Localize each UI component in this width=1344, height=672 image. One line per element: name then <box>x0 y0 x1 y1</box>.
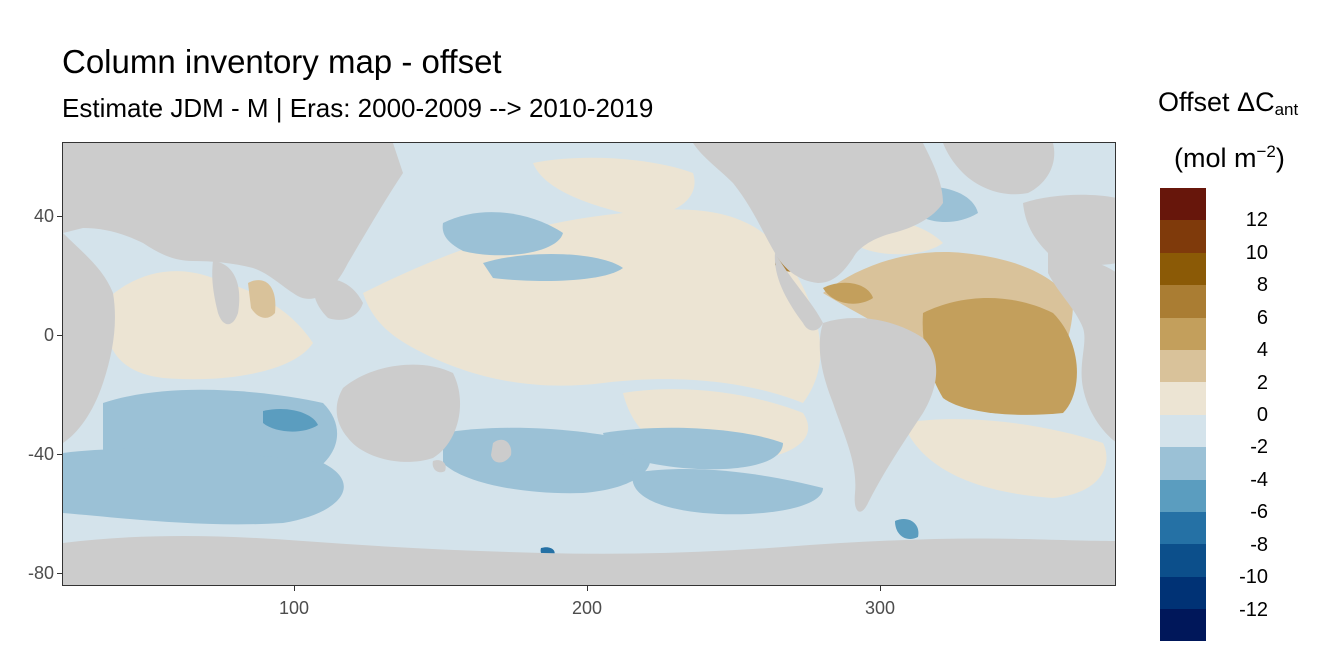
map-panel <box>62 142 1116 586</box>
region-weddell-blue <box>895 518 919 540</box>
legend-tick-label: -2 <box>1250 436 1268 459</box>
legend-tick-label: 0 <box>1256 404 1268 426</box>
map-title: Column inventory map - offset <box>62 43 502 80</box>
legend-tick-label: -10 <box>1239 566 1268 589</box>
land-central-america <box>774 253 823 331</box>
land-antarctica <box>63 536 1115 585</box>
legend-bin <box>1160 349 1206 383</box>
region-southern-belt-center2 <box>603 427 783 470</box>
region-south-atlantic-beige <box>903 419 1107 498</box>
land-southeast-asia <box>313 279 363 320</box>
legend-tick-label: -4 <box>1250 468 1268 491</box>
legend-bin <box>1160 188 1206 221</box>
legend-bin <box>1160 447 1206 480</box>
legend-bin <box>1160 544 1206 577</box>
y-tick-label: -80 <box>27 563 54 583</box>
land-north-america <box>693 143 943 283</box>
x-tick-mark <box>880 586 881 591</box>
land-eurasia <box>63 143 403 299</box>
region-pacific-north-beige <box>533 157 695 216</box>
legend-colorbar <box>1160 188 1206 642</box>
land-greenland <box>943 143 1055 195</box>
x-tick-label: 200 <box>571 598 603 618</box>
y-tick-mark <box>57 335 62 336</box>
region-southern-belt-east <box>632 468 823 515</box>
land-australia <box>336 364 461 462</box>
map-subtitle: Estimate JDM - M | Eras: 2000-2009 --> 2… <box>62 93 654 123</box>
x-tick-label: 100 <box>278 598 310 618</box>
legend-tick-label: -6 <box>1250 501 1268 524</box>
legend-tick-label: 10 <box>1245 241 1268 264</box>
legend-bin <box>1160 382 1206 415</box>
land-europe <box>1023 194 1115 265</box>
legend-bin <box>1160 576 1206 610</box>
land-indian-subcontinent <box>212 261 240 325</box>
legend-tick-label: 4 <box>1256 339 1268 362</box>
land-africa-east <box>63 233 115 443</box>
y-tick-mark <box>57 216 62 217</box>
ocean-offset-map <box>63 143 1115 585</box>
legend-bin <box>1160 609 1206 642</box>
legend-bin <box>1160 317 1206 350</box>
y-tick-label: -40 <box>27 444 54 464</box>
region-southern-indian-darkblue <box>263 408 318 432</box>
legend-unit: (mol m−2) <box>1174 142 1285 173</box>
y-tick-label: 0 <box>43 325 54 345</box>
legend-bin <box>1160 479 1206 512</box>
x-tick-mark <box>587 586 588 591</box>
land-africa-west <box>1048 253 1115 442</box>
land-new-zealand <box>491 439 512 463</box>
x-tick-mark <box>294 586 295 591</box>
legend-title: Offset ΔCant <box>1158 87 1299 119</box>
region-pacific-positive <box>363 209 821 403</box>
region-arabian-sea <box>248 280 276 318</box>
region-southern-belt-west <box>63 448 344 525</box>
y-tick-mark <box>57 573 62 574</box>
y-tick-label: 40 <box>33 206 54 226</box>
region-north-pacific-blue2 <box>483 253 623 281</box>
region-atlantic-brown <box>922 298 1077 415</box>
land-tasmania <box>432 460 446 473</box>
y-tick-mark <box>57 454 62 455</box>
legend-tick-label: 12 <box>1245 209 1268 232</box>
region-gulf-mexico <box>823 282 873 304</box>
legend-bin <box>1160 285 1206 318</box>
legend-tick-label: -8 <box>1250 533 1268 556</box>
legend-bin <box>1160 414 1206 448</box>
legend-bin <box>1160 511 1206 545</box>
legend-bin <box>1160 220 1206 253</box>
legend-tick-label: 6 <box>1256 306 1268 329</box>
x-tick-label: 300 <box>864 598 896 618</box>
land-south-america <box>819 318 937 512</box>
legend-bin <box>1160 252 1206 286</box>
legend-tick-label: 8 <box>1256 274 1268 297</box>
legend-tick-label: -12 <box>1239 598 1268 621</box>
legend-tick-label: 2 <box>1256 371 1268 394</box>
region-north-pacific-blue <box>442 212 563 256</box>
